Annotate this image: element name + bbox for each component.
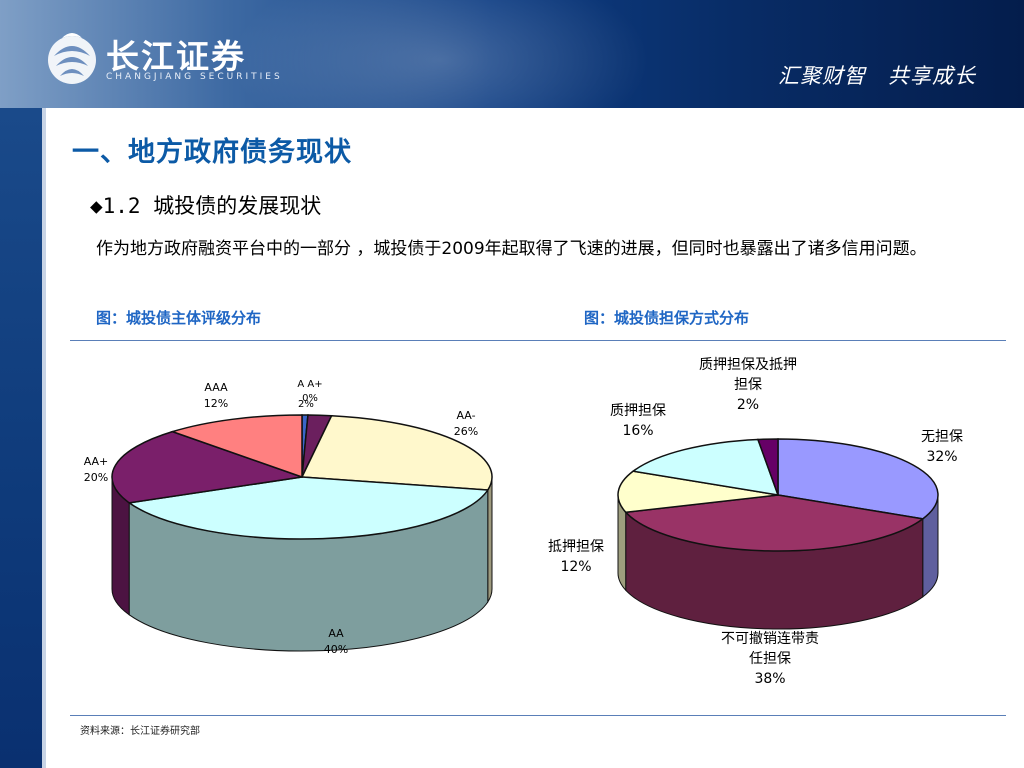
pie-percent-label: 2% [737,397,759,413]
pie-label-AA+: AA+ 20% [84,455,109,484]
pie-label-质押担保: 质押担保 16% [610,403,666,439]
pie-slice-质押担保 [631,438,780,496]
logo-chinese-text: 长江证券 [106,37,246,76]
pie-percent-label: 12% [204,397,228,410]
pie-percent-label: 12% [560,559,591,575]
page-title: 一、地方政府债务现状 [72,137,352,168]
pie-percent-label: 20% [84,471,108,484]
pie-slice-AAA [170,414,303,479]
section-subtitle: ◆1.2 城投债的发展现状 [90,194,322,218]
pie-label-A A+: A A+ 0% [297,379,322,404]
pie-percent-label: 40% [324,643,348,656]
pie-label-AA: AA 40% [324,627,348,656]
pie-percent-label: 0% [302,393,318,404]
pie-slice-AA [127,476,490,540]
right-figure-caption: 图：城投债担保方式分布 [584,309,750,327]
data-source-note: 资料来源：长江证券研究部 [80,726,200,737]
pie-side-AA- [487,476,493,604]
pie-percent-label: 32% [926,449,957,465]
pie-slice-AA- [300,414,493,491]
top-divider [70,340,1006,341]
pie-label-抵押担保: 抵押担保 12% [548,539,604,575]
pie-label-AA-: AA- 26% [454,409,478,438]
svg-text:无担保: 无担保 [921,429,963,445]
svg-text:AAA: AAA [204,381,228,394]
svg-text:AA: AA [328,627,344,640]
left-figure-caption: 图：城投债主体评级分布 [96,309,262,327]
pie-percent-label: 26% [454,425,478,438]
svg-text:任担保: 任担保 [749,651,791,667]
header-banner: 长江证券 CHANGJIANG SECURITIES 汇聚财智 共享成长 [0,0,1024,108]
svg-text:不可撤销连带责: 不可撤销连带责 [721,631,819,647]
svg-text:抵押担保: 抵押担保 [548,539,604,555]
svg-text:AA+: AA+ [84,455,109,468]
body-paragraph: 作为地方政府融资平台中的一部分 ，城投债于2009年起取得了飞速的进展，但同时也… [96,239,927,259]
pie-percent-label: 2% [298,399,314,410]
header-slogan: 汇聚财智 共享成长 [778,64,976,88]
svg-text:质押担保及抵押: 质押担保及抵押 [699,357,797,373]
pie-slice-无担保 [777,438,939,520]
pie-percent-label: 16% [622,423,653,439]
svg-text:A A+: A A+ [297,379,322,390]
pie-slice-抵押担保 [617,470,779,514]
pie-label-AAA: AAA 12% [204,381,228,410]
svg-text:AA-: AA- [456,409,475,422]
pie-slice-AA+ [111,430,303,504]
pie-slice-不可撤销连带责任担保 [624,494,925,552]
company-logo-icon [48,33,96,84]
rating-distribution-pie-chart: A A+ 0% AA- 26% AA 40% AA+ 20% AAA 12% 2% [84,379,493,656]
left-decorative-bar [0,108,46,768]
pie-slice-质押担保及抵押担保 [756,438,779,496]
svg-text:担保: 担保 [734,377,762,393]
logo-english-text: CHANGJIANG SECURITIES [106,72,283,82]
bottom-divider [70,715,1006,716]
pie-percent-label: 38% [754,671,785,687]
pie-label-无担保: 无担保 32% [921,429,963,465]
svg-text:质押担保: 质押担保 [610,403,666,419]
